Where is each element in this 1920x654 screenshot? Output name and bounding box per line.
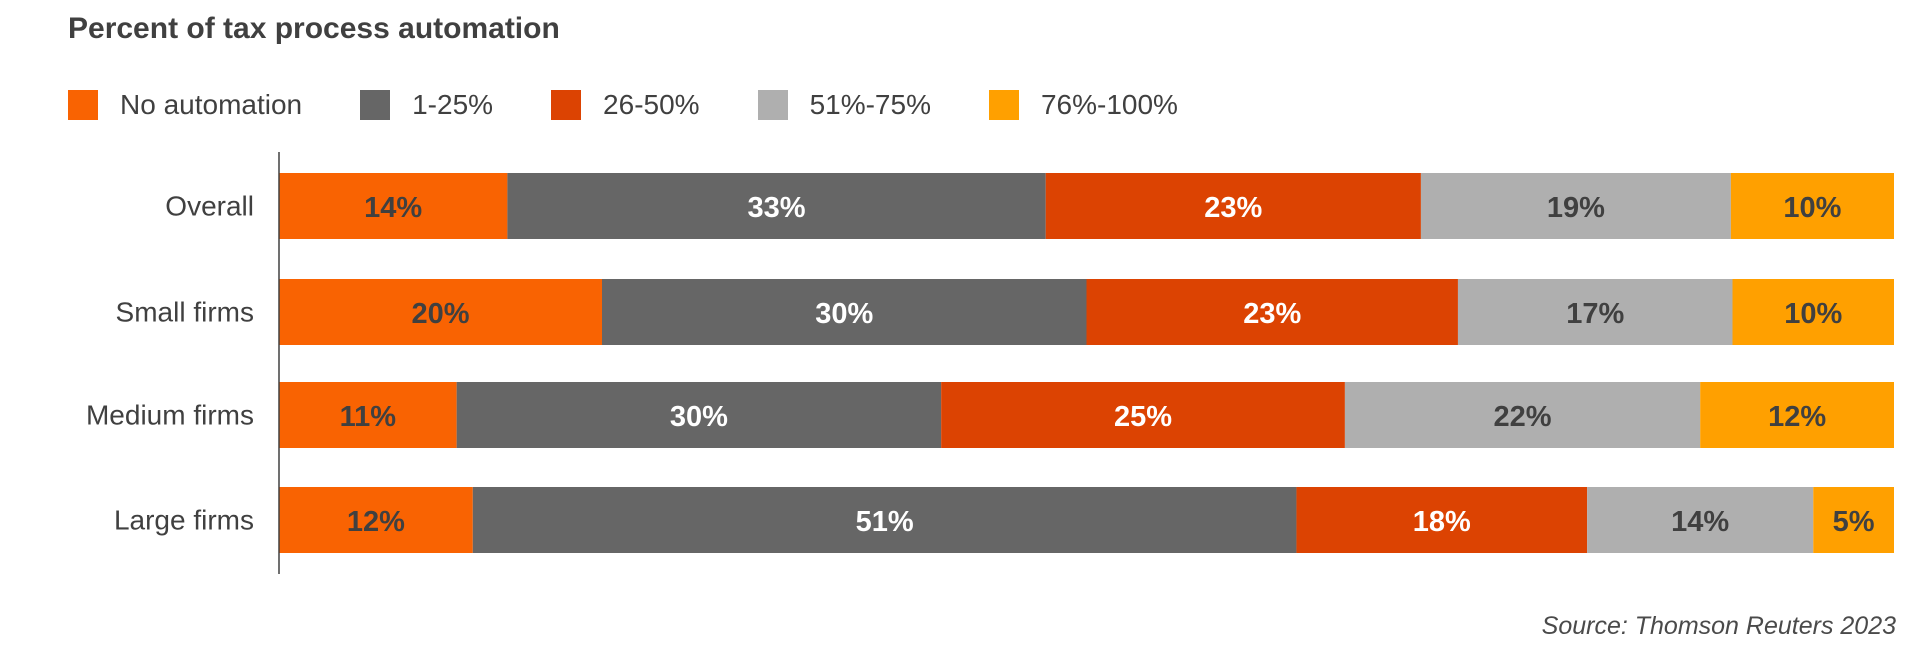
bar-segment [1587, 487, 1814, 553]
data-label: 11% [340, 401, 397, 433]
chart-title: Percent of tax process automation [68, 12, 560, 45]
data-label: 20% [411, 298, 469, 330]
bar-segment [1732, 279, 1894, 345]
bar-segment [1700, 382, 1894, 448]
category-label: Medium firms [86, 400, 254, 431]
bar-segment [507, 173, 1046, 239]
bar-segment [1457, 279, 1733, 345]
category-label: Small firms [116, 297, 254, 328]
legend-item: 76%-100% [988, 89, 1178, 121]
bar-segment [279, 173, 508, 239]
bar-segment [602, 279, 1087, 345]
legend-item: No automation [68, 89, 302, 121]
legend-label: 26-50% [603, 89, 700, 120]
data-label: 17% [1566, 298, 1624, 330]
bar-segment [279, 279, 602, 345]
data-label: 12% [347, 506, 405, 538]
bar-segment [456, 382, 942, 448]
bar-segment [1344, 382, 1701, 448]
bar-segment [1086, 279, 1458, 345]
source-note: Source: Thomson Reuters 2023 [1541, 612, 1896, 640]
legend-swatch [68, 90, 98, 120]
data-label: 23% [1243, 298, 1301, 330]
legend-swatch [551, 90, 582, 120]
data-label: 51% [856, 506, 914, 538]
bar-segment [1296, 487, 1588, 553]
data-label: 18% [1413, 506, 1471, 538]
legend-label: 1-25% [412, 89, 494, 120]
data-label: 10% [1784, 298, 1842, 330]
data-label: 22% [1494, 401, 1552, 433]
data-label: 25% [1114, 401, 1172, 433]
data-label: 30% [815, 298, 873, 330]
data-label: 5% [1833, 506, 1875, 538]
bar-segment [1813, 487, 1894, 553]
category-label: Overall [165, 191, 254, 222]
data-label: 14% [1671, 506, 1729, 538]
category-label: Large firms [114, 505, 254, 536]
data-label: 19% [1547, 192, 1605, 224]
data-label: 14% [364, 192, 422, 224]
bar-segment [472, 487, 1297, 553]
bar-segment [279, 382, 457, 448]
legend-label: 76%-100% [1040, 89, 1178, 120]
legend-item: 26-50% [551, 89, 700, 121]
bar-segment [1420, 173, 1731, 239]
chart-legend: No automation 1-25% 26-50% 51%-75% 76%-100% [68, 88, 1236, 122]
bar-segment [1730, 173, 1894, 239]
legend-swatch [360, 90, 391, 120]
legend-swatch [757, 90, 788, 120]
bar-segment [941, 382, 1345, 448]
legend-label: No automation [120, 89, 303, 120]
legend-item: 51%-75% [757, 89, 931, 121]
data-label: 30% [670, 401, 728, 433]
data-label: 23% [1204, 192, 1262, 224]
bar-segment [1045, 173, 1421, 239]
bar-segment [279, 487, 473, 553]
legend-label: 51%-75% [809, 89, 931, 120]
data-label: 12% [1768, 401, 1826, 433]
data-label: 33% [748, 192, 806, 224]
legend-swatch [988, 90, 1019, 120]
data-label: 10% [1783, 192, 1841, 224]
legend-item: 1-25% [360, 89, 493, 121]
